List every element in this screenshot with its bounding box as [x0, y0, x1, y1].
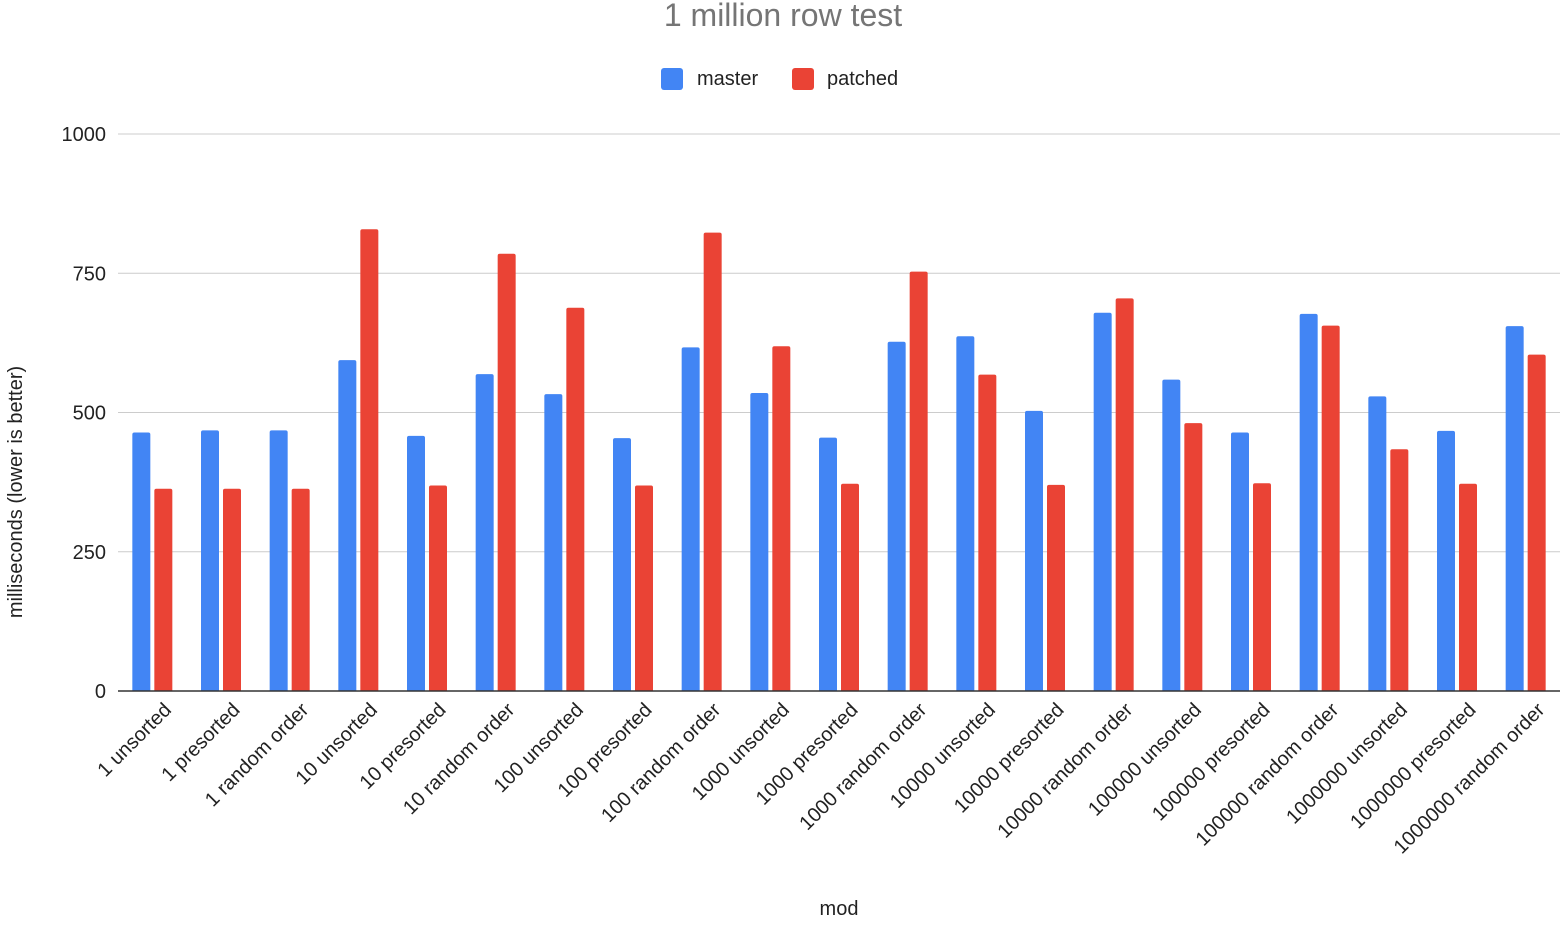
bar-master-1000-random-order [887, 341, 906, 691]
bar-patched-100-presorted [635, 485, 653, 691]
bar-patched-10000-random-order [1115, 298, 1134, 691]
x-tick-label-8: 100 random order [597, 699, 725, 827]
bar-master-100000-presorted [1231, 432, 1249, 691]
bar-master-100000-random-order [1299, 313, 1318, 691]
bar-patched-1000000-random-order [1527, 354, 1546, 691]
y-axis-ticks: 0 250 500 750 1000 [62, 124, 107, 703]
bar-patched-100-random-order [703, 232, 722, 692]
bar-patched-1-random-order [291, 488, 310, 691]
bar-master-10000-presorted [1025, 410, 1043, 691]
bar-master-10000-random-order [1093, 312, 1112, 691]
legend-swatch-patched [792, 68, 814, 90]
bar-master-1000-presorted [819, 437, 837, 691]
y-tick-label-750: 750 [73, 263, 106, 285]
legend-label-master: master [697, 68, 758, 90]
bar-master-100000-unsorted [1162, 379, 1181, 691]
bar-patched-10-presorted [429, 485, 447, 691]
bar-master-1000000-unsorted [1368, 396, 1387, 691]
bar-patched-100000-random-order [1321, 325, 1340, 691]
bar-master-1000000-presorted [1437, 430, 1455, 691]
x-tick-label-18: 1000000 unsorted [1282, 699, 1412, 829]
bar-master-10-unsorted [338, 360, 357, 691]
bar-master-1000-unsorted [750, 393, 769, 691]
bar-master-1-presorted [201, 430, 219, 691]
bar-patched-1000-random-order [909, 271, 928, 691]
bar-patched-1000-unsorted [772, 346, 791, 691]
bar-master-1-random-order [269, 430, 288, 691]
bar-patched-10-unsorted [360, 229, 379, 691]
legend-swatch-master [661, 68, 683, 90]
bar-patched-1000-presorted [841, 483, 859, 691]
x-tick-label-14: 10000 random order [993, 699, 1137, 843]
bar-patched-100000-presorted [1253, 483, 1271, 691]
bar-master-1000000-random-order [1505, 326, 1524, 691]
bar-master-100-presorted [613, 438, 631, 691]
bar-master-10000-unsorted [956, 336, 975, 691]
bars [132, 229, 1546, 692]
bar-patched-1-unsorted [154, 488, 173, 691]
bar-patched-100-unsorted [566, 307, 585, 691]
x-tick-label-19: 1000000 presorted [1346, 699, 1480, 833]
bar-master-100-random-order [681, 347, 700, 691]
bar-patched-10-random-order [497, 253, 516, 691]
grid-lines [118, 133, 1560, 553]
y-tick-label-1000: 1000 [62, 124, 107, 146]
x-tick-label-16: 100000 presorted [1148, 699, 1274, 825]
bar-patched-10000-presorted [1047, 484, 1065, 691]
bar-patched-100000-unsorted [1184, 423, 1203, 691]
bar-patched-1000000-presorted [1459, 483, 1477, 691]
y-tick-label-0: 0 [95, 681, 106, 703]
bar-master-10-presorted [407, 435, 425, 691]
bar-patched-1-presorted [223, 488, 241, 691]
legend-label-patched: patched [827, 68, 898, 90]
bar-master-10-random-order [475, 374, 494, 691]
x-tick-label-11: 1000 random order [795, 699, 931, 835]
x-axis-title: mod [820, 898, 859, 920]
legend: master patched [661, 68, 898, 90]
y-axis-title: milliseconds (lower is better) [5, 366, 27, 618]
bar-patched-1000000-unsorted [1390, 449, 1409, 691]
y-tick-label-250: 250 [73, 542, 106, 564]
bar-master-1-unsorted [132, 432, 151, 691]
bar-master-100-unsorted [544, 394, 563, 691]
chart-title: 1 million row test [664, 0, 902, 33]
y-tick-label-500: 500 [73, 403, 106, 425]
bar-patched-10000-unsorted [978, 374, 997, 691]
